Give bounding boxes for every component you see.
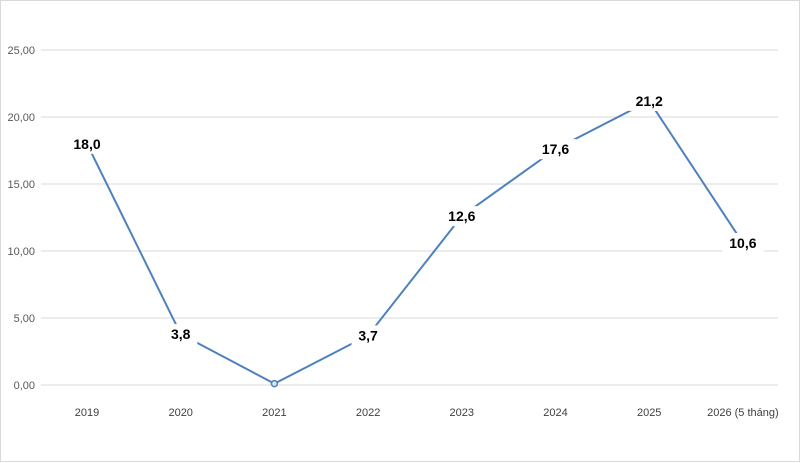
data-point <box>270 379 279 388</box>
data-label-bg <box>722 232 764 253</box>
x-axis-ticks: 2019 2020 2021 2022 2023 2024 2025 2026 (5 thán… <box>75 407 779 419</box>
x-tick-label: 2020 <box>168 407 192 419</box>
y-tick-label: 15,00 <box>7 179 35 191</box>
y-tick-label: 20,00 <box>7 112 35 124</box>
x-tick-label: 2024 <box>543 407 567 419</box>
data-label-bg <box>534 139 577 160</box>
y-tick-label: 25,00 <box>7 45 35 57</box>
data-label-bg <box>628 90 670 111</box>
data-label: 10,6 <box>729 235 756 251</box>
y-tick-label: 10,00 <box>7 246 35 258</box>
x-tick-label: 2019 <box>75 407 99 419</box>
x-tick-label: 2026 (5 tháng) <box>707 407 779 419</box>
x-tick-label: 2025 <box>637 407 661 419</box>
y-tick-label: 0,00 <box>14 380 35 392</box>
data-label: 3,7 <box>358 327 378 343</box>
data-label: 12,6 <box>448 208 475 224</box>
data-label: 21,2 <box>636 93 663 109</box>
x-tick-label: 2023 <box>450 407 474 419</box>
y-axis-ticks: 0,00 5,00 10,00 15,00 20,00 25,00 <box>7 45 35 392</box>
y-tick-label: 5,00 <box>14 313 35 325</box>
data-label: 18,0 <box>73 136 100 152</box>
data-label-bg <box>441 206 483 227</box>
data-labels: 18,0 3,8 3,7 12,6 17,6 21,2 10,6 <box>66 90 764 346</box>
data-label: 3,8 <box>171 326 191 342</box>
data-label-bg <box>66 133 108 154</box>
data-label-bg <box>351 325 385 346</box>
data-label: 17,6 <box>542 141 569 157</box>
x-tick-label: 2022 <box>356 407 380 419</box>
gridlines <box>41 49 778 386</box>
data-label-bg <box>164 324 198 345</box>
x-tick-label: 2021 <box>262 407 286 419</box>
